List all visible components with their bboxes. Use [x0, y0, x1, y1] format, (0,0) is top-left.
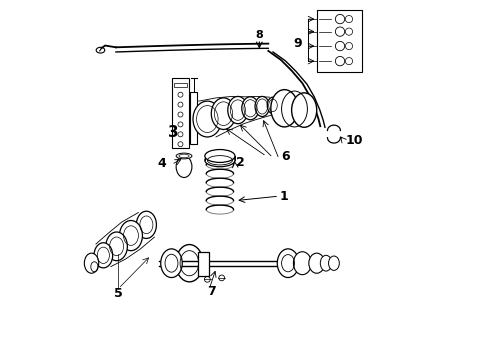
- Bar: [172, 78, 189, 148]
- Text: 7: 7: [207, 285, 216, 298]
- Ellipse shape: [329, 256, 339, 270]
- Ellipse shape: [176, 244, 203, 282]
- Ellipse shape: [193, 101, 221, 137]
- Ellipse shape: [161, 249, 182, 278]
- Ellipse shape: [211, 98, 236, 130]
- Text: 1: 1: [279, 190, 288, 203]
- Text: 4: 4: [157, 157, 166, 170]
- Ellipse shape: [176, 153, 192, 159]
- Ellipse shape: [277, 249, 299, 278]
- Ellipse shape: [267, 97, 279, 114]
- Bar: [191, 92, 197, 144]
- Bar: [173, 83, 187, 87]
- Ellipse shape: [136, 211, 156, 238]
- Text: 3: 3: [168, 125, 178, 140]
- Ellipse shape: [228, 96, 248, 124]
- Text: 2: 2: [236, 156, 245, 168]
- Ellipse shape: [292, 93, 317, 127]
- Text: 5: 5: [114, 287, 123, 300]
- Ellipse shape: [242, 97, 259, 120]
- Ellipse shape: [94, 243, 113, 268]
- Text: 8: 8: [255, 30, 263, 40]
- Text: 10: 10: [345, 134, 363, 147]
- Ellipse shape: [106, 232, 127, 261]
- Ellipse shape: [294, 252, 311, 275]
- Ellipse shape: [84, 253, 98, 273]
- Ellipse shape: [271, 90, 298, 127]
- Ellipse shape: [309, 253, 324, 273]
- Bar: [317, 10, 362, 72]
- Ellipse shape: [255, 96, 270, 117]
- Bar: [197, 252, 209, 276]
- Ellipse shape: [320, 255, 332, 271]
- Ellipse shape: [205, 149, 235, 162]
- Ellipse shape: [176, 156, 192, 177]
- Ellipse shape: [205, 154, 235, 167]
- Text: 6: 6: [281, 150, 290, 163]
- Ellipse shape: [120, 221, 143, 251]
- Text: 9: 9: [294, 37, 302, 50]
